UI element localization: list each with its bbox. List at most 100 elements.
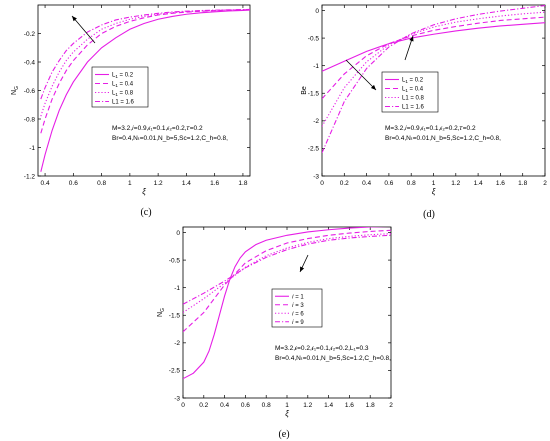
y-tick-label: -2 (174, 340, 180, 347)
x-tick-label: 1.2 (451, 180, 460, 187)
x-axis-label: ξ (142, 187, 146, 196)
x-tick-label: 0 (320, 180, 324, 187)
legend-entry: L1 = 0.2 (112, 73, 134, 80)
y-tick-label: -0.5 (169, 257, 181, 264)
legend-entry-main: L (112, 82, 116, 88)
x-axis-label: ξ (432, 187, 436, 196)
caption-e: (e) (278, 429, 289, 440)
x-tick-label: 1.8 (238, 180, 247, 187)
y-tick-label: -1 (313, 63, 319, 70)
trend-arrow (71, 15, 96, 44)
series-line-1 (40, 9, 250, 172)
x-tick-label: 1.6 (496, 180, 505, 187)
y-tick-label: -2 (313, 118, 319, 125)
legend-entry: L1 = 0.8 (402, 96, 425, 102)
x-tick-label: 0.4 (41, 180, 50, 187)
legend-entry-main: 𝑖 = 6 (292, 310, 304, 317)
y-axis-label: NG (11, 86, 20, 95)
series-line-3 (322, 11, 545, 127)
caption-c: (c) (140, 207, 151, 218)
legend-entry: L1 = 1.6 (112, 100, 135, 106)
x-tick-label: 2 (389, 402, 393, 409)
legend-entry-sub: 1 (115, 92, 118, 97)
y-axis-label-main: Be (301, 86, 308, 95)
parameter-annotation: Br=0.4,Nₜ=0.01,N_b=5,Sc=1.2,C_h=0.8, (112, 135, 228, 142)
legend-entry: 𝑖 = 9 (292, 319, 304, 326)
series-line-1 (322, 22, 545, 72)
y-axis-label-main: N (157, 312, 164, 317)
x-tick-label: 0.4 (362, 180, 371, 187)
x-tick-label: 1.8 (518, 180, 527, 187)
y-axis-label-sub: G (160, 308, 166, 312)
x-tick-label: 0.6 (69, 180, 78, 187)
y-tick-label: -1.2 (24, 173, 36, 180)
legend-entry-value: = 0.8 (118, 91, 134, 97)
legend-entry-main: L1 = 0.8 (402, 96, 425, 102)
y-tick-label: -0.4 (24, 59, 36, 66)
x-tick-label: 0.8 (262, 402, 271, 409)
y-tick-label: -0.8 (24, 116, 36, 123)
x-tick-label: 0.8 (407, 180, 416, 187)
y-tick-label: -0.5 (308, 35, 320, 42)
series-line-2 (183, 229, 391, 333)
chart-panel-c: 0.4 0.6 0.8 1 1.2 1.4 1.6 1.8 -1.2 -1 -0.8 -0.6 -0.4… (11, 4, 251, 196)
legend-entry-main: L (402, 87, 406, 93)
legend-box (91, 66, 149, 108)
legend-entry-sub: 1 (405, 88, 408, 93)
legend-entry-main: L (402, 78, 406, 84)
y-tick-label: -1 (29, 145, 35, 152)
legend-box (271, 288, 323, 328)
x-tick-label: 1.2 (154, 180, 163, 187)
x-tick-label: 0.8 (97, 180, 106, 187)
parameter-annotation: M=3.2,𝑖=0.9,𝜖₁=0.1,𝜖₂=0.2,𝜏=0.2 (385, 125, 476, 132)
parameter-annotation: Br=0.4,Nₜ=0.01,N_b=5,Sc=1.2,C_h=0.8, (275, 355, 391, 362)
legend-entry-main: L (112, 91, 116, 97)
y-tick-label: 0 (176, 230, 180, 237)
trend-arrow-secondary-head (370, 84, 376, 90)
y-axis-label-sub: G (14, 86, 20, 90)
x-tick-label: 0.4 (220, 402, 229, 409)
series-line-4 (40, 8, 250, 100)
legend-entry: L1 = 0.4 (112, 82, 134, 89)
x-axis-label: ξ (285, 409, 289, 418)
trend-arrow-secondary (345, 59, 377, 91)
legend-entry: L1 = 0.2 (402, 78, 424, 85)
y-tick-label: -1 (174, 285, 180, 292)
legend-entry-main: 𝑖 = 9 (292, 319, 304, 326)
parameter-annotation: M=3.2,𝑖=0.9,𝜖₁=0.1,𝜖₂=0.2,𝜏=0.2 (112, 125, 203, 132)
legend-entry-main: L1 = 1.6 (402, 105, 425, 111)
x-tick-label: 1.6 (210, 180, 219, 187)
x-tick-label: 2 (543, 180, 547, 187)
legend-box (381, 71, 439, 113)
legend-entry-value: = 0.4 (408, 87, 424, 93)
y-axis-label: Be (301, 86, 308, 95)
legend-entry: L1 = 1.6 (402, 105, 425, 111)
parameter-annotation: Br=0.4,Nₜ=0.01,N_b=5,Sc=1.2,C_h=0.8, (385, 135, 501, 142)
legend-entry: 𝑖 = 3 (292, 302, 304, 309)
legend-entry: L1 = 0.4 (402, 87, 424, 94)
legend-entry-value: = 0.4 (118, 82, 134, 88)
x-tick-label: 0.6 (241, 402, 250, 409)
chart-panel-d: 0 0.2 0.4 0.6 0.8 1 1.2 1.4 1.6 1.8 2 -3 -2.5 -2 -1.5 -… (301, 4, 547, 196)
trend-arrow-head (300, 266, 305, 272)
series-line-3 (40, 9, 250, 117)
y-axis-label-main: N (11, 90, 18, 95)
x-tick-label: 0.2 (340, 180, 349, 187)
parameter-annotation: M=3.2,𝜖=0.2,𝜖₁=0.1,𝜖₂=0.2,L₁=0.3 (275, 345, 369, 352)
y-tick-label: -2.5 (308, 146, 320, 153)
y-tick-label: 0 (315, 8, 319, 15)
x-tick-label: 1.2 (303, 402, 312, 409)
x-tick-label: 0.2 (199, 402, 208, 409)
legend-entry-sub: 1 (405, 79, 408, 84)
legend-entry-main: L (112, 73, 116, 79)
x-tick-label: 1.4 (474, 180, 483, 187)
chart-panel-e: 0 0.2 0.4 0.6 0.8 1 1.2 1.4 1.6 1.8 2 -3 -2.5 -2 -1.5 -… (157, 226, 393, 418)
series-line-4 (183, 234, 391, 305)
y-tick-label: -3 (313, 173, 319, 180)
legend-entry-main: 𝑖 = 1 (292, 293, 304, 300)
y-tick-label: -2.5 (169, 368, 181, 375)
y-tick-label: -0.6 (24, 88, 36, 95)
y-tick-label: -3 (174, 395, 180, 402)
series-line-1 (183, 227, 391, 380)
